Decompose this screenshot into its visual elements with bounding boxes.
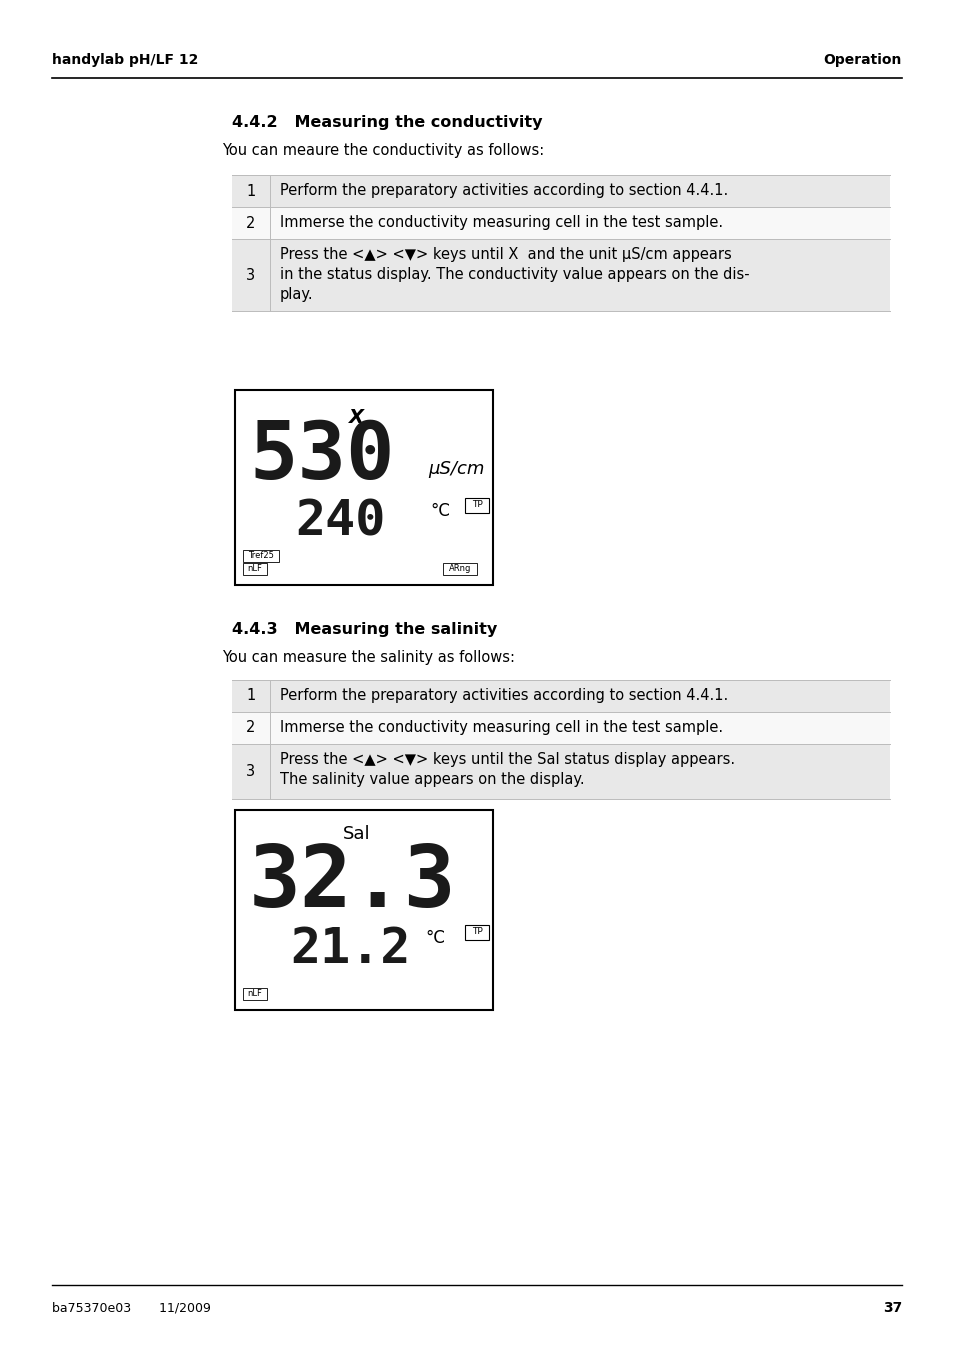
Text: Immerse the conductivity measuring cell in the test sample.: Immerse the conductivity measuring cell … (280, 215, 722, 230)
Bar (243, 550, 278, 562)
Text: 2: 2 (246, 216, 255, 231)
Bar (464, 499, 489, 513)
Bar (232, 744, 889, 798)
Text: nLF: nLF (247, 989, 262, 998)
Text: 2: 2 (246, 720, 255, 735)
Text: 3: 3 (246, 765, 255, 780)
Text: handylab pH/LF 12: handylab pH/LF 12 (52, 53, 198, 68)
Text: 240: 240 (294, 499, 385, 546)
Text: μS/cm: μS/cm (428, 459, 484, 478)
Text: TP: TP (471, 500, 482, 509)
Text: Operation: Operation (822, 53, 901, 68)
Bar (442, 563, 476, 576)
Text: 530: 530 (249, 417, 395, 496)
Text: 32.3: 32.3 (249, 842, 456, 925)
Text: 4.4.2   Measuring the conductivity: 4.4.2 Measuring the conductivity (232, 115, 542, 130)
Text: Immerse the conductivity measuring cell in the test sample.: Immerse the conductivity measuring cell … (280, 720, 722, 735)
Text: ba75370e03       11/2009: ba75370e03 11/2009 (52, 1301, 211, 1315)
Bar (232, 207, 889, 239)
Text: Sal: Sal (342, 825, 370, 843)
Bar (232, 712, 889, 744)
Text: Press the <▲> <▼> keys until the Sal status display appears.
The salinity value : Press the <▲> <▼> keys until the Sal sta… (280, 753, 735, 786)
Text: ARng: ARng (448, 563, 471, 573)
Bar (232, 239, 889, 311)
Text: nLF: nLF (247, 563, 262, 573)
Text: TP: TP (471, 927, 482, 936)
Bar (232, 176, 889, 207)
Bar (234, 390, 493, 585)
Bar (243, 988, 267, 1000)
Text: 4.4.3   Measuring the salinity: 4.4.3 Measuring the salinity (232, 621, 497, 638)
Text: Tref25: Tref25 (248, 551, 274, 561)
Bar (232, 680, 889, 712)
Text: You can meaure the conductivity as follows:: You can meaure the conductivity as follo… (222, 143, 543, 158)
Bar (234, 811, 493, 1011)
Text: 37: 37 (882, 1301, 901, 1315)
Text: °C: °C (430, 503, 450, 520)
Text: °C: °C (424, 929, 444, 947)
Text: Perform the preparatory activities according to section 4.4.1.: Perform the preparatory activities accor… (280, 182, 727, 199)
Text: Χ: Χ (349, 408, 363, 427)
Bar (464, 925, 489, 940)
Text: 1: 1 (246, 184, 255, 199)
Text: Perform the preparatory activities according to section 4.4.1.: Perform the preparatory activities accor… (280, 688, 727, 703)
Text: 1: 1 (246, 689, 255, 704)
Text: You can measure the salinity as follows:: You can measure the salinity as follows: (222, 650, 515, 665)
Text: 3: 3 (246, 267, 255, 282)
Text: Press the <▲> <▼> keys until Χ  and the unit μS/cm appears
in the status display: Press the <▲> <▼> keys until Χ and the u… (280, 247, 749, 301)
Text: 21.2: 21.2 (290, 925, 410, 973)
Bar (243, 563, 267, 576)
